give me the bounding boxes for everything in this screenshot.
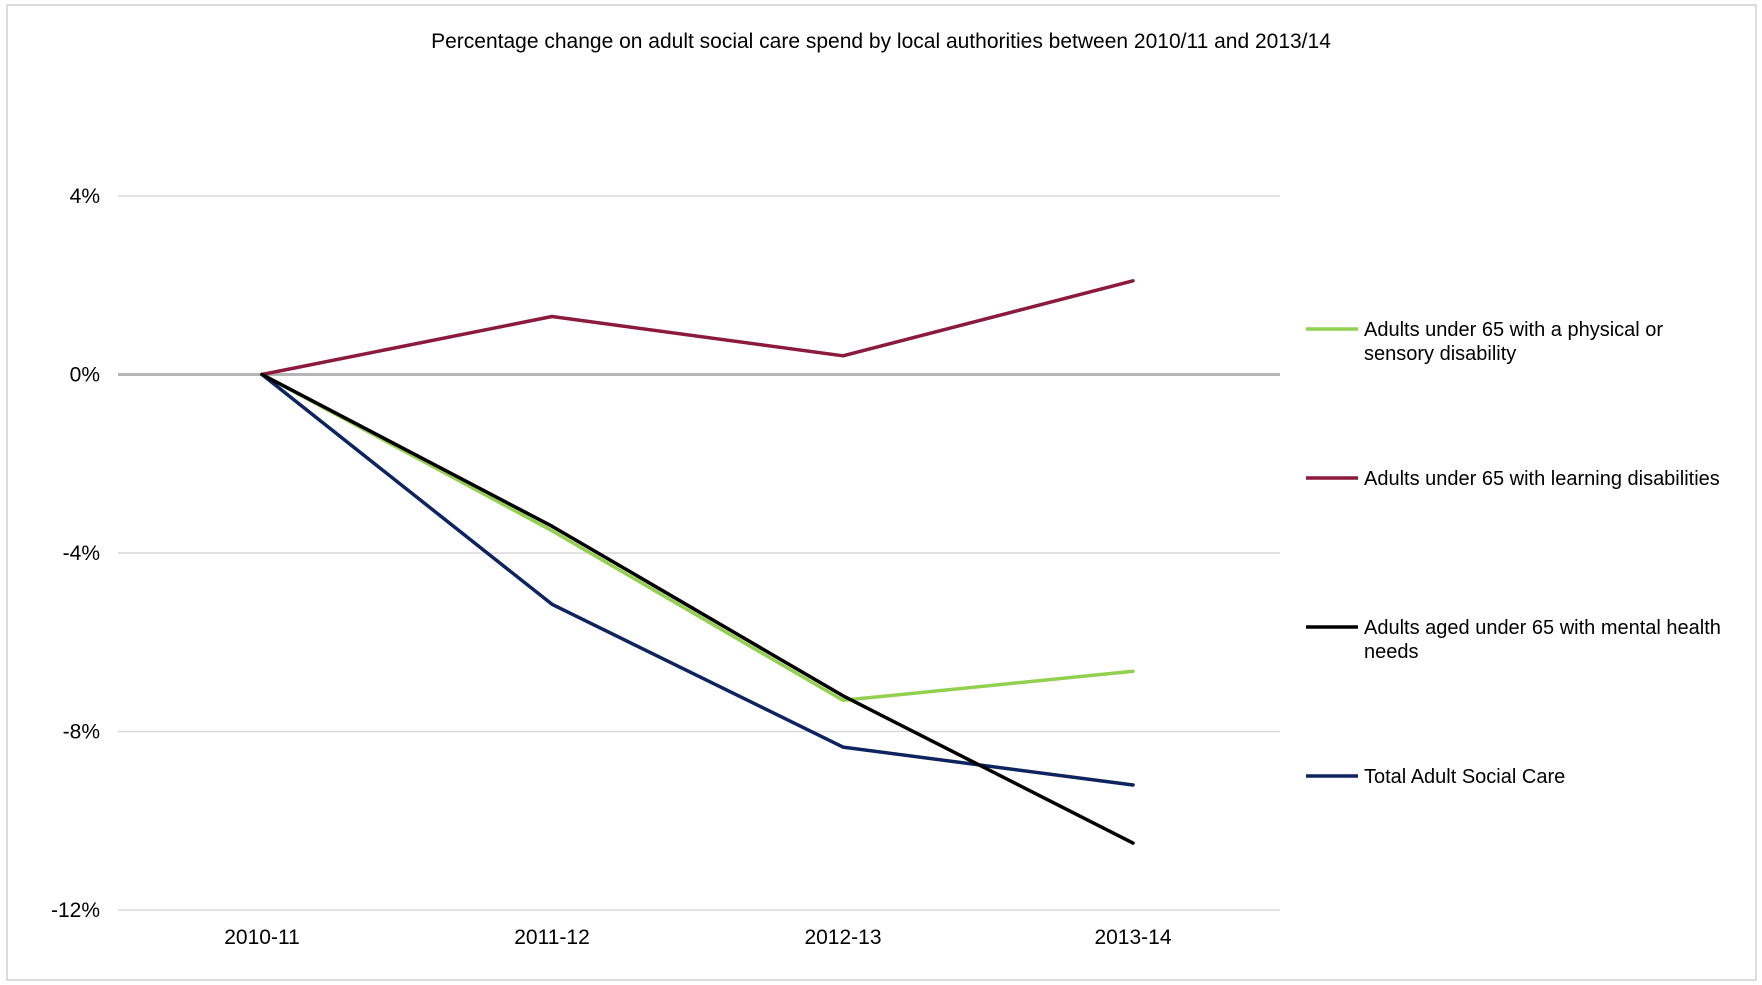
- legend: Adults under 65 with a physical orsensor…: [1306, 319, 1721, 788]
- x-tick-label: 2010-11: [224, 926, 300, 949]
- gridlines: [118, 195, 1280, 911]
- legend-item: Adults aged under 65 with mental healthn…: [1306, 617, 1721, 663]
- legend-item: Adults under 65 with learning disabiliti…: [1306, 468, 1720, 490]
- series-line: [260, 372, 1135, 787]
- series-line: [260, 279, 1135, 377]
- legend-item: Adults under 65 with a physical orsensor…: [1306, 319, 1663, 365]
- y-tick-label: -12%: [51, 899, 100, 922]
- legend-item: Total Adult Social Care: [1306, 766, 1565, 788]
- series-lines: [260, 279, 1135, 845]
- series-line: [260, 372, 1135, 703]
- chart-border: [6, 4, 1757, 981]
- x-axis-ticks: 2010-11 2011-12 2012-13 2013-14: [224, 926, 1172, 949]
- legend-label: Adults under 65 with a physical or: [1364, 319, 1663, 341]
- y-tick-label: 0%: [70, 364, 100, 387]
- y-tick-label: 4%: [70, 185, 100, 208]
- legend-label: Adults under 65 with learning disabiliti…: [1364, 468, 1720, 490]
- y-tick-label: -4%: [63, 542, 100, 565]
- x-tick-label: 2012-13: [804, 926, 881, 949]
- x-tick-label: 2011-12: [514, 926, 590, 949]
- series-line: [260, 372, 1135, 845]
- legend-label: Adults aged under 65 with mental health: [1364, 617, 1721, 639]
- legend-label: sensory disability: [1364, 343, 1516, 365]
- x-tick-label: 2013-14: [1094, 926, 1171, 949]
- legend-label: Total Adult Social Care: [1364, 766, 1565, 788]
- chart-title: Percentage change on adult social care s…: [431, 30, 1331, 53]
- legend-label: needs: [1364, 641, 1419, 663]
- y-axis-ticks: 4% 0% -4% -8% -12%: [51, 185, 100, 922]
- y-tick-label: -8%: [63, 721, 100, 744]
